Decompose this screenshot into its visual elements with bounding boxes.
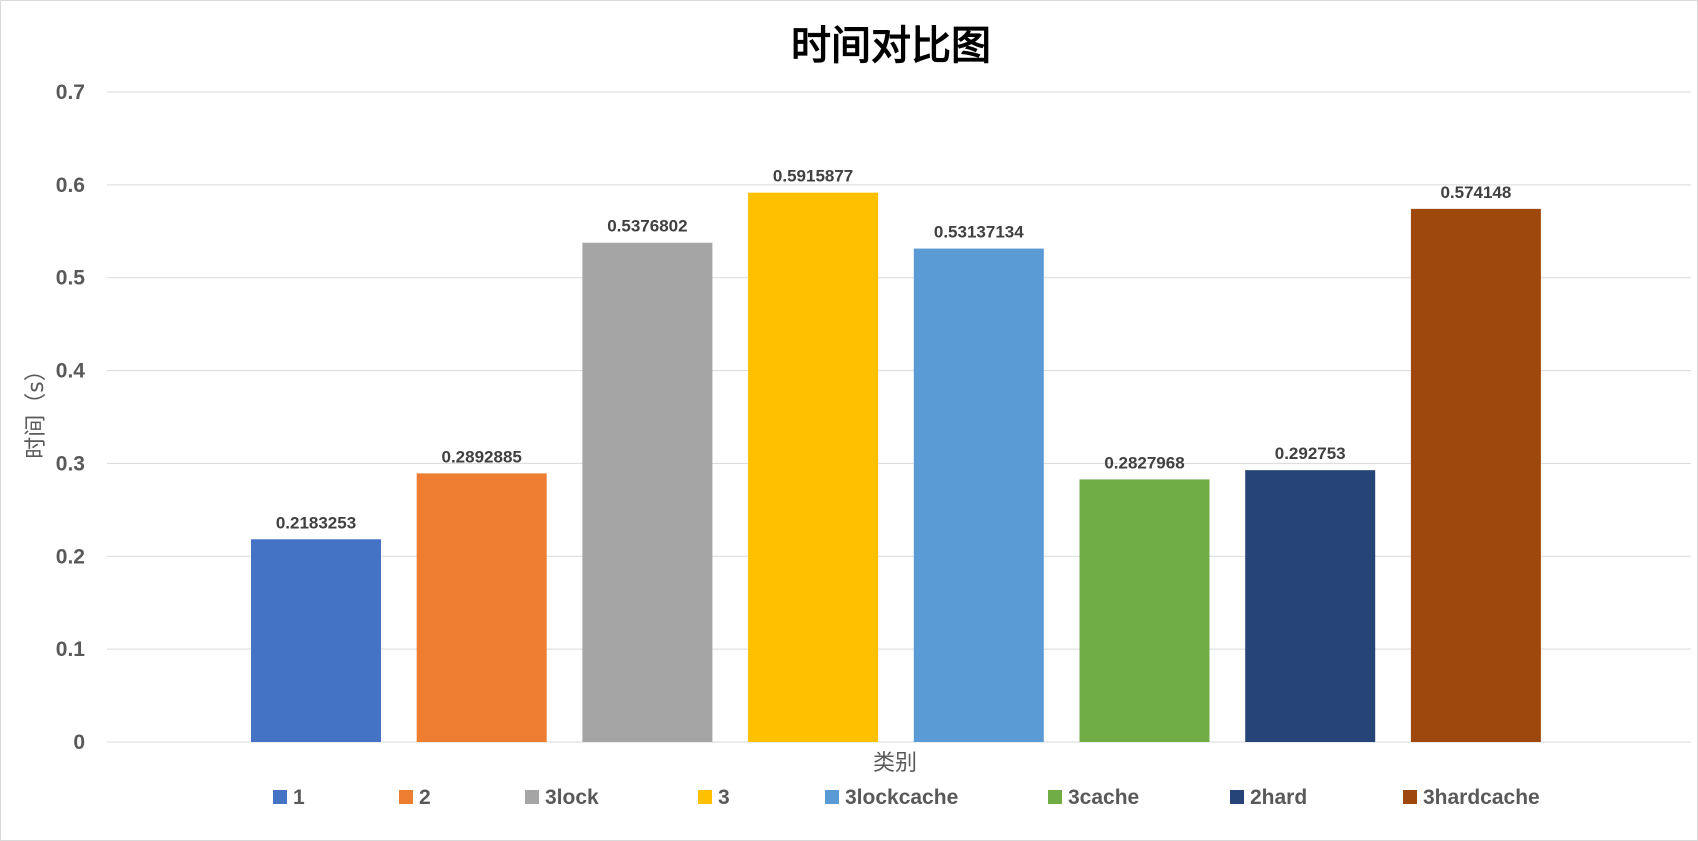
bars <box>251 192 1541 743</box>
legend-label-1: 1 <box>293 786 305 809</box>
legend-swatch-1 <box>273 790 287 804</box>
data-label-3hardcache: 0.574148 <box>1440 183 1511 202</box>
y-axis-ticks: 0 0.1 0.2 0.3 0.4 0.5 0.6 0.7 <box>56 81 86 754</box>
bar-3cache <box>1079 479 1210 742</box>
bar-3lock <box>582 242 713 742</box>
data-label-2hard: 0.292753 <box>1275 444 1346 463</box>
y-tick-label: 0 <box>73 731 85 754</box>
bar-2hard <box>1245 470 1376 742</box>
x-axis-title: 类别 <box>873 751 917 776</box>
legend-label-3cache: 3cache <box>1068 786 1139 809</box>
data-label-3lock: 0.5376802 <box>607 217 687 236</box>
legend: 1 2 3lock 3 3lockcache 3cache 2hard 3hardcache <box>273 786 1540 809</box>
legend-swatch-3cache <box>1048 790 1062 804</box>
y-tick-label: 0.1 <box>56 638 86 661</box>
bar-3lockcache <box>913 248 1044 743</box>
legend-swatch-3lockcache <box>825 790 839 804</box>
y-axis-title: 时间（s） <box>24 359 49 458</box>
legend-label-2: 2 <box>419 786 431 809</box>
y-tick-label: 0.3 <box>56 452 85 475</box>
y-tick-label: 0.2 <box>56 545 85 568</box>
legend-swatch-2hard <box>1230 790 1244 804</box>
bar-1 <box>251 539 381 742</box>
legend-swatch-2 <box>399 790 413 804</box>
chart-title: 时间对比图 <box>791 23 991 69</box>
legend-label-3lockcache: 3lockcache <box>845 786 958 809</box>
data-label-3cache: 0.2827968 <box>1104 453 1184 472</box>
legend-swatch-3hardcache <box>1403 790 1417 804</box>
bar-3 <box>748 192 879 742</box>
y-tick-label: 0.5 <box>56 267 86 290</box>
data-label-3: 0.5915877 <box>773 167 853 186</box>
bar-2 <box>416 473 547 742</box>
y-tick-label: 0.7 <box>56 81 85 104</box>
legend-swatch-3lock <box>525 790 539 804</box>
data-label-3lockcache: 0.53137134 <box>934 223 1024 242</box>
legend-label-3: 3 <box>718 786 730 809</box>
legend-swatch-3 <box>698 790 712 804</box>
y-tick-label: 0.6 <box>56 174 85 197</box>
data-label-2: 0.2892885 <box>442 447 522 466</box>
data-label-1: 0.2183253 <box>276 513 356 532</box>
y-tick-label: 0.4 <box>56 360 86 383</box>
data-labels: 0.2183253 0.2892885 0.5376802 0.5915877 0.53… <box>276 167 1512 533</box>
bar-3hardcache <box>1410 208 1541 743</box>
legend-label-3hardcache: 3hardcache <box>1423 786 1540 809</box>
legend-label-2hard: 2hard <box>1250 786 1307 809</box>
legend-label-3lock: 3lock <box>545 786 599 809</box>
